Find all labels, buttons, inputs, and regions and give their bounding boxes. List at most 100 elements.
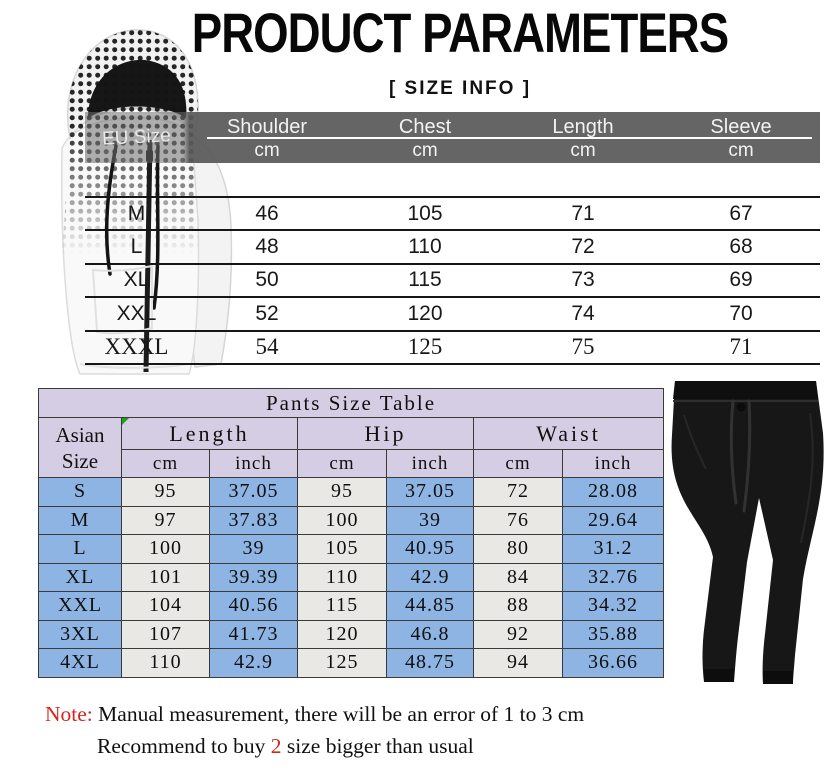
table-cell: 74	[571, 301, 595, 325]
table-cell: 39	[386, 505, 474, 535]
table-cell: 125	[407, 334, 443, 360]
table-cell: 70	[729, 301, 753, 325]
table-cell: 75	[571, 334, 595, 360]
header-divider-line	[207, 137, 812, 139]
table-cell: 125	[297, 648, 387, 678]
table-cell: 41.73	[209, 619, 298, 649]
table-cell: 120	[407, 301, 443, 325]
table-row-3xl: 3XL 107 41.73 120 46.8 92 35.88	[38, 619, 665, 649]
table-cell: 104	[121, 591, 210, 621]
table-cell: 39	[209, 534, 298, 564]
table-cell: 107	[121, 619, 210, 649]
table-cell: 105	[297, 534, 387, 564]
size-cell: M	[38, 505, 122, 535]
size-cell: L	[130, 235, 143, 259]
group-header-hip: Hip	[297, 417, 474, 450]
unit-cell: inch	[386, 449, 474, 478]
table-cell: 84	[473, 562, 563, 592]
table-cell: 48.75	[386, 648, 474, 678]
note-line-2: Recommend to buy 2 size bigger than usua…	[97, 734, 474, 758]
table-cell: 68	[729, 235, 753, 259]
pants-table-title-row: Pants Size Table	[37, 388, 665, 418]
table-cell: 115	[297, 591, 387, 621]
table-cell: 52	[255, 301, 279, 325]
page-title: PRODUCT PARAMETERS	[191, 1, 729, 64]
table-row-xl: XL 101 39.39 110 42.9 84 32.76	[38, 562, 665, 592]
table-cell: 28.08	[561, 477, 665, 507]
unit-cell: cm	[297, 449, 387, 478]
size-cell: L	[38, 534, 122, 564]
unit-cell: cm	[473, 449, 563, 478]
table-cell: 69	[729, 268, 753, 292]
table-cell: 95	[121, 477, 210, 507]
table-row-l: L 100 39 105 40.95 80 31.2	[38, 534, 665, 564]
column-header-sleeve: Sleeve cm	[710, 116, 772, 161]
table-cell: 71	[571, 201, 595, 225]
table-cell: 110	[121, 648, 210, 678]
table-cell: 31.2	[561, 534, 665, 564]
table-cell: 37.83	[209, 505, 298, 535]
table-cell: 76	[473, 505, 563, 535]
size-cell: XL	[38, 562, 122, 592]
table-cell: 73	[571, 268, 595, 292]
pants-table-unit-row: cm inch cm inch cm inch	[39, 449, 665, 478]
table-cell: 94	[473, 648, 563, 678]
table-row-4xl: 4XL 110 42.9 125 48.75 94 36.66	[38, 648, 665, 678]
size-cell: 4XL	[38, 648, 122, 678]
unit-cell: inch	[209, 449, 298, 478]
table-cell: 32.76	[561, 562, 665, 592]
table-cell: 97	[121, 505, 210, 535]
pants-table-group-row: Asian Size Length Hip Waist	[38, 417, 665, 478]
size-cell: S	[38, 477, 122, 507]
table-row-xxl: XXL 104 40.56 115 44.85 88 34.32	[38, 591, 665, 621]
table-cell: 92	[473, 619, 563, 649]
table-cell: 80	[473, 534, 563, 564]
table-row-xxxl: XXXL 54 125 75 71	[85, 332, 820, 365]
jacket-size-table-rows: M 46 105 71 67 L 48 110 72 68 XL 50 115 …	[85, 196, 820, 365]
note-label: Note:	[45, 702, 99, 726]
size-cell: XXXL	[104, 334, 169, 360]
table-cell: 54	[255, 334, 279, 360]
table-cell: 40.56	[209, 591, 298, 621]
note: Note: Manual measurement, there will be …	[45, 702, 645, 759]
table-cell: 88	[473, 591, 563, 621]
table-cell: 67	[729, 201, 753, 225]
table-cell: 35.88	[561, 619, 665, 649]
note-line-1: Note: Manual measurement, there will be …	[45, 702, 585, 726]
table-row-s: S 95 37.05 95 37.05 72 28.08	[38, 477, 665, 507]
note-highlight: 2	[270, 734, 282, 758]
column-header-chest: Chest cm	[398, 116, 452, 161]
column-header-shoulder: Shoulder cm	[226, 116, 308, 161]
table-cell: 34.32	[561, 591, 665, 621]
size-cell: XL	[123, 268, 150, 292]
table-cell: 50	[255, 268, 279, 292]
table-cell: 110	[408, 235, 442, 259]
eu-size-label: EU Size	[101, 124, 172, 150]
table-row-m: M 46 105 71 67	[85, 198, 820, 232]
table-cell: 72	[473, 477, 563, 507]
table-row-xxl: XXL 52 120 74 70	[85, 298, 820, 332]
hoodie-jacket-image	[60, 29, 233, 375]
asian-size-header: Asian Size	[38, 417, 122, 478]
table-cell: 44.85	[386, 591, 474, 621]
table-cell: 29.64	[561, 505, 665, 535]
table-cell: 101	[121, 562, 210, 592]
size-cell: XXL	[116, 301, 157, 325]
size-cell: XXL	[38, 591, 122, 621]
table-cell: 46	[255, 201, 279, 225]
table-cell: 46.8	[386, 619, 474, 649]
table-row-xl: XL 50 115 73 69	[85, 265, 820, 299]
table-cell: 115	[408, 268, 442, 292]
table-row-l: L 48 110 72 68	[85, 231, 820, 265]
pants-table-title: Pants Size Table	[37, 388, 665, 418]
size-cell: 3XL	[38, 619, 122, 649]
group-header-waist: Waist	[472, 417, 665, 450]
table-cell: 110	[297, 562, 387, 592]
table-cell: 95	[297, 477, 387, 507]
table-row-m: M 97 37.83 100 39 76 29.64	[38, 505, 665, 535]
table-cell: 120	[297, 619, 387, 649]
pants-size-table: Pants Size Table Asian Size Length Hip W…	[37, 388, 665, 678]
table-cell: 48	[255, 235, 279, 259]
table-cell: 39.39	[209, 562, 298, 592]
